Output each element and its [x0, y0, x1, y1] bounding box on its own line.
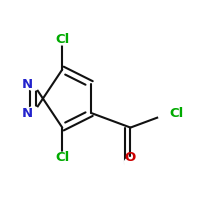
- Text: N: N: [22, 78, 33, 91]
- Text: Cl: Cl: [170, 107, 184, 120]
- Text: Cl: Cl: [55, 151, 69, 164]
- Circle shape: [51, 152, 74, 175]
- Circle shape: [158, 101, 181, 125]
- Text: O: O: [125, 151, 136, 164]
- Text: Cl: Cl: [55, 33, 69, 46]
- Circle shape: [27, 107, 40, 119]
- Circle shape: [27, 78, 40, 90]
- Circle shape: [124, 157, 137, 170]
- Text: N: N: [22, 107, 33, 120]
- Circle shape: [51, 22, 74, 45]
